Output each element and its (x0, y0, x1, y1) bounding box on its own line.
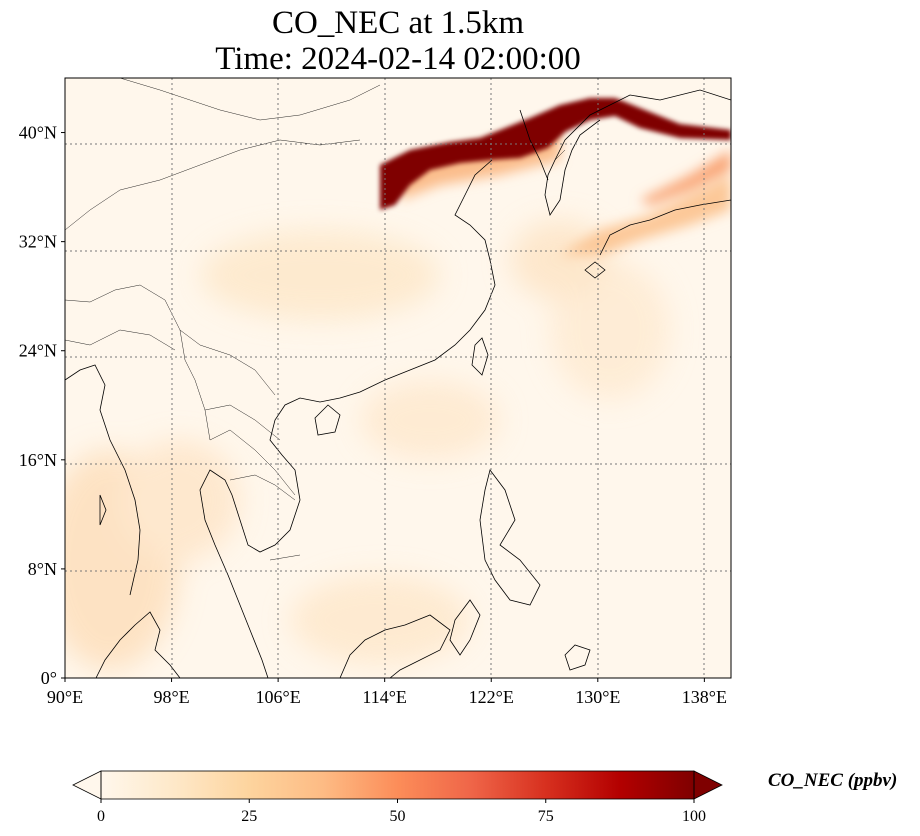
gridlines (65, 78, 731, 678)
lat-tick-label: 0° (41, 668, 57, 688)
lat-tick-label: 32°N (19, 232, 57, 252)
lon-tick-label: 114°E (362, 687, 407, 707)
colorbar-tick-label: 100 (682, 808, 706, 825)
lon-tick-label: 122°E (469, 687, 514, 707)
longitude-ticks: 90°E 98°E 106°E 114°E 122°E 130°E 138°E (47, 678, 727, 707)
lat-tick-label: 40°N (19, 123, 57, 143)
colorbar-extend-min (72, 770, 102, 800)
colorbar-extend-max (693, 770, 723, 800)
colorbar-tick-label: 0 (97, 808, 105, 825)
plume-borneo (290, 575, 470, 665)
map-frame (64, 77, 732, 679)
plume-myanmar (120, 440, 240, 560)
colorbar-tick-label: 25 (241, 808, 257, 825)
lon-tick-label: 90°E (47, 687, 83, 707)
map-title: CO_NEC at 1.5km (271, 5, 525, 41)
plume-central-china (200, 230, 440, 320)
latitude-ticks: 0° 8°N 16°N 24°N 32°N 40°N (19, 123, 65, 688)
country-borders (65, 78, 566, 561)
coastlines (65, 89, 731, 678)
colorbar: 0 25 50 75 100 (72, 770, 723, 825)
lat-tick-label: 8°N (28, 559, 57, 579)
lon-tick-label: 130°E (575, 687, 620, 707)
plume-korea-south (510, 220, 610, 300)
plume-scs-north (360, 380, 500, 460)
plume-japan (560, 175, 731, 255)
lat-tick-label: 16°N (19, 450, 57, 470)
lon-tick-label: 98°E (153, 687, 189, 707)
lon-tick-label: 106°E (256, 687, 301, 707)
map-timestamp: Time: 2024-02-14 02:00:00 (215, 41, 581, 77)
colorbar-tick-label: 75 (538, 808, 554, 825)
colorbar-gradient (101, 771, 694, 799)
concentration-field (65, 78, 731, 678)
colorbar-label: CO_NEC (ppbv) (768, 770, 898, 791)
lon-tick-label: 138°E (682, 687, 727, 707)
lat-tick-label: 24°N (19, 341, 57, 361)
plume-japan-north (640, 150, 731, 205)
colorbar-ticks: 0 25 50 75 100 (97, 799, 706, 825)
colorbar-tick-label: 50 (390, 808, 406, 825)
plume-high-concentration (380, 98, 731, 210)
